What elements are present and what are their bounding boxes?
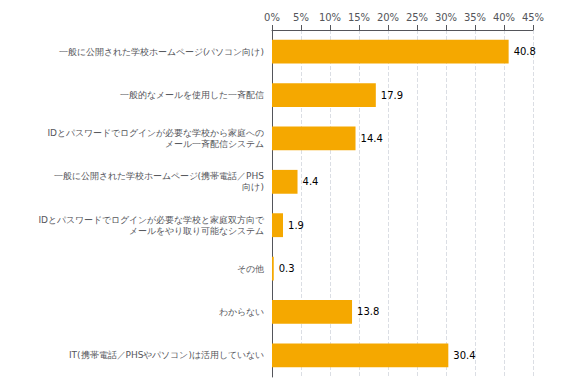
svg-text:メールをやり取り可能なシステム: メールをやり取り可能なシステム: [129, 226, 264, 236]
svg-text:30%: 30%: [435, 12, 457, 23]
svg-text:一般に公開された学校ホームページ(携帯電話／PHS: 一般に公開された学校ホームページ(携帯電話／PHS: [54, 171, 265, 181]
svg-text:IT(携帯電話／PHSやパソコン)は活用していない: IT(携帯電話／PHSやパソコン)は活用していない: [69, 350, 264, 360]
svg-text:その他: その他: [237, 264, 264, 274]
svg-text:40.8: 40.8: [514, 46, 536, 57]
svg-text:40%: 40%: [493, 12, 515, 23]
svg-text:IDとパスワードでログインが必要な学校から家庭への: IDとパスワードでログインが必要な学校から家庭への: [47, 128, 264, 138]
svg-text:5%: 5%: [293, 12, 309, 23]
svg-text:一般に公開された学校ホームページ(パソコン向け): 一般に公開された学校ホームページ(パソコン向け): [59, 47, 264, 57]
svg-text:4.4: 4.4: [303, 176, 319, 187]
svg-text:25%: 25%: [406, 12, 428, 23]
svg-text:一般的なメールを使用した一斉配信: 一般的なメールを使用した一斉配信: [120, 90, 264, 100]
svg-text:IDとパスワードでログインが必要な学校と家庭双方向で: IDとパスワードでログインが必要な学校と家庭双方向で: [38, 215, 265, 225]
svg-text:向け): 向け): [242, 182, 264, 192]
svg-text:0.3: 0.3: [279, 263, 295, 274]
svg-text:1.9: 1.9: [288, 220, 304, 231]
svg-text:45%: 45%: [522, 12, 544, 23]
svg-text:17.9: 17.9: [381, 90, 403, 101]
svg-text:わからない: わからない: [219, 307, 264, 317]
svg-text:14.4: 14.4: [361, 133, 383, 144]
svg-text:0%: 0%: [264, 12, 280, 23]
svg-text:20%: 20%: [377, 12, 399, 23]
svg-text:15%: 15%: [348, 12, 370, 23]
svg-text:メール一斉配信システム: メール一斉配信システム: [165, 139, 264, 149]
svg-text:30.4: 30.4: [453, 350, 475, 361]
svg-text:10%: 10%: [319, 12, 341, 23]
svg-text:13.8: 13.8: [357, 306, 379, 317]
svg-text:35%: 35%: [464, 12, 486, 23]
